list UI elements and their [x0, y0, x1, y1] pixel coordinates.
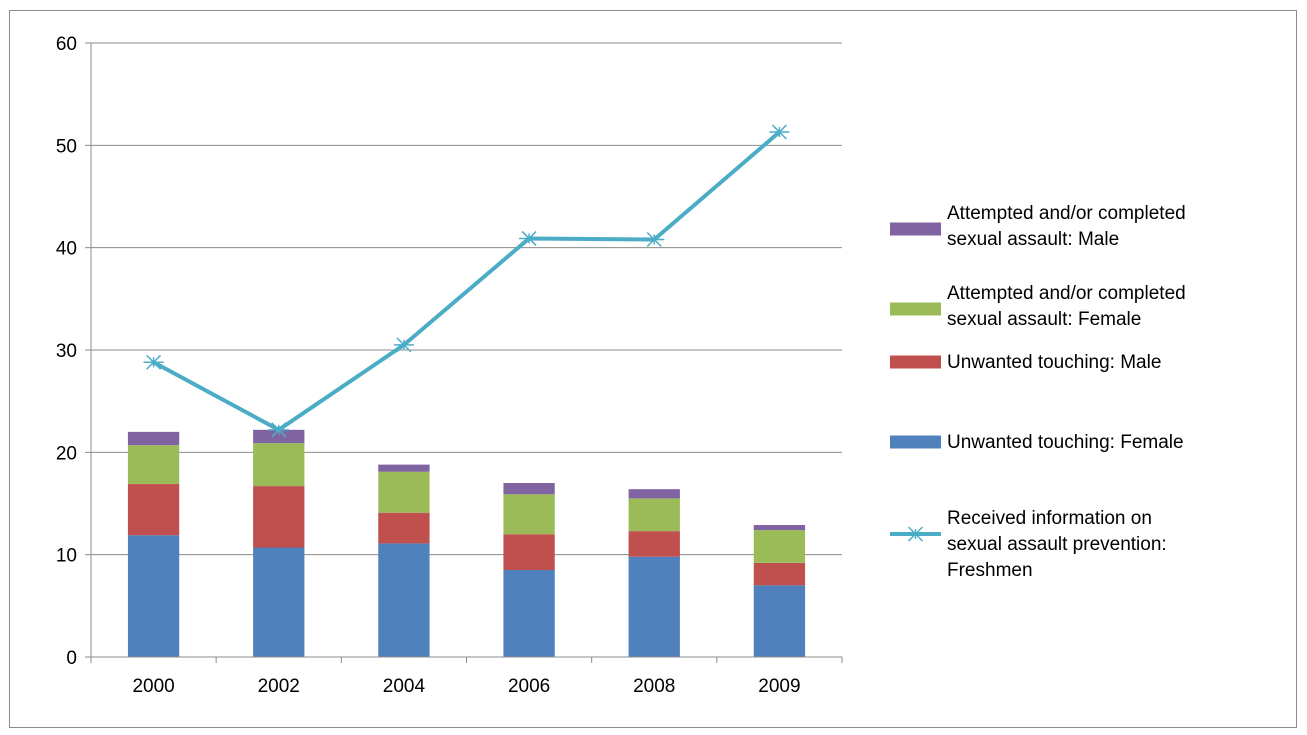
x-tick-label: 2006	[508, 676, 550, 697]
y-tick-label: 10	[56, 546, 77, 567]
bar-segment	[628, 556, 680, 657]
legend-label: Received information on sexual assault pr…	[947, 508, 1172, 581]
x-tick-label: 2009	[758, 676, 800, 697]
line-point	[769, 124, 790, 140]
legend: Attempted and/or completed sexual assault…	[890, 203, 1186, 581]
y-tick-label: 50	[56, 136, 77, 157]
line-point	[143, 354, 164, 370]
bar-segment	[753, 530, 806, 563]
bar-segment	[628, 531, 680, 557]
bar-segment	[753, 585, 806, 657]
line-point	[519, 230, 540, 246]
chart-canvas: 0 10 20 30 40 50 60 2000 2002 2004 2006 2008 2009 At…	[56, 34, 1186, 697]
chart-frame: 0 10 20 30 40 50 60 2000 2002 2004 2006 2008 2009 At…	[9, 10, 1297, 728]
line-point	[268, 422, 289, 438]
legend-label: Unwanted touching: Female	[947, 432, 1184, 453]
bar-segment	[378, 464, 430, 472]
x-tick-label: 2002	[258, 676, 300, 697]
legend-swatch	[890, 435, 941, 449]
bar-segment	[127, 484, 180, 536]
bar-segment	[503, 494, 555, 535]
legend-swatch	[890, 302, 941, 316]
stacked-bars	[127, 429, 806, 657]
bar-segment	[127, 535, 180, 657]
bar-segment	[628, 489, 680, 499]
x-tick-label: 2008	[633, 676, 675, 697]
y-tick-label: 0	[66, 648, 77, 669]
legend-label: Attempted and/or completed sexual assault…	[947, 283, 1186, 330]
gridlines	[91, 42, 842, 556]
legend-entry: Attempted and/or completed sexual assault…	[890, 283, 1186, 330]
legend-entry: Received information on sexual assault pr…	[890, 508, 1172, 581]
bar-segment	[628, 498, 680, 532]
x-tick-label: 2004	[383, 676, 426, 697]
bar-segment	[753, 562, 806, 586]
legend-entry: Attempted and/or completed sexual assault…	[890, 203, 1186, 250]
legend-marker	[905, 526, 926, 542]
legend-label: Unwanted touching: Male	[947, 352, 1161, 373]
axes: 0 10 20 30 40 50 60 2000 2002 2004 2006 2008 2009	[56, 34, 843, 697]
legend-entry: Unwanted touching: Female	[890, 432, 1184, 453]
line-series	[143, 124, 790, 438]
series-line	[152, 130, 781, 432]
y-tick-label: 40	[56, 239, 77, 260]
bar-segment	[378, 512, 430, 544]
line-point	[393, 337, 414, 353]
bar-segment	[253, 547, 305, 657]
legend-swatch	[890, 355, 941, 369]
bar-segment	[127, 445, 180, 485]
line-point	[644, 231, 665, 248]
y-tick-label: 30	[56, 341, 77, 362]
legend-entry: Unwanted touching: Male	[890, 352, 1161, 373]
bar-segment	[253, 429, 305, 444]
bar-segment	[253, 486, 305, 548]
y-tick-label: 60	[56, 34, 77, 55]
bar-segment	[127, 431, 180, 446]
legend-label: Attempted and/or completed sexual assault…	[947, 203, 1186, 250]
x-tick-label: 2000	[132, 676, 174, 697]
bar-segment	[253, 443, 305, 487]
bar-segment	[753, 524, 806, 531]
bar-segment	[378, 471, 430, 513]
legend-swatch	[890, 222, 941, 236]
bar-segment	[503, 483, 555, 495]
bar-segment	[503, 534, 555, 571]
bar-segment	[378, 543, 430, 657]
y-tick-label: 20	[56, 443, 77, 464]
bar-segment	[503, 570, 555, 657]
